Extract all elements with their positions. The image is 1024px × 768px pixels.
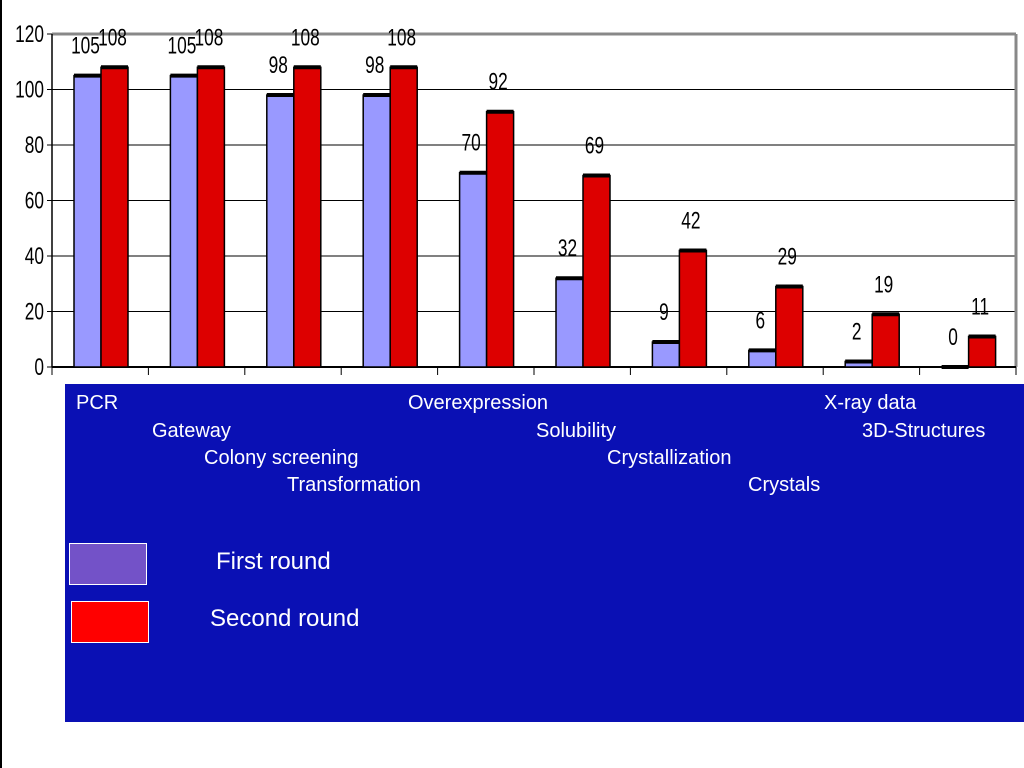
data-label-second-round-2: 108 [291, 25, 320, 51]
bar-second-round-2 [293, 66, 322, 368]
category-legend-panel: PCR Gateway Colony screening Transformat… [65, 384, 1024, 722]
data-label-first-round-5: 32 [558, 236, 577, 262]
y-tick-label-100: 100 [15, 77, 44, 103]
bar-second-round-4 [485, 110, 515, 368]
category-label-overexpression: Overexpression [408, 392, 549, 414]
category-label-pcr: PCR [76, 392, 119, 414]
data-label-second-round-9: 11 [971, 294, 989, 320]
category-label-gateway: Gateway [152, 420, 231, 442]
data-label-first-round-9: 0 [948, 324, 958, 350]
y-tick-label-20: 20 [25, 299, 44, 325]
data-label-second-round-1: 108 [194, 25, 223, 51]
legend-swatch-first-round [69, 543, 147, 585]
category-label-xray-data: X-ray data [824, 392, 917, 414]
data-label-second-round-3: 108 [387, 25, 416, 51]
y-tick-label-40: 40 [25, 243, 44, 269]
bar-first-round-5 [555, 277, 584, 368]
y-tick-label-60: 60 [25, 188, 44, 214]
category-label-transformation: Transformation [287, 474, 421, 496]
data-label-second-round-6: 42 [681, 208, 700, 234]
bar-first-round-3 [362, 94, 391, 368]
bar-second-round-7 [775, 285, 804, 368]
data-label-second-round-7: 29 [778, 244, 797, 270]
bar-second-round-1 [196, 66, 226, 368]
data-label-first-round-0: 105 [71, 33, 100, 59]
bar-second-round-6 [678, 249, 708, 368]
data-label-second-round-8: 19 [874, 272, 893, 298]
data-label-second-round-4: 92 [488, 69, 507, 95]
data-label-first-round-3: 98 [365, 52, 384, 78]
bar-first-round-2 [266, 94, 295, 368]
legend-label-first-round: First round [216, 548, 331, 575]
bar-first-round-4 [458, 172, 488, 368]
bar-first-round-1 [169, 74, 199, 368]
y-tick-label-120: 120 [15, 21, 44, 47]
legend-label-second-round: Second round [210, 605, 360, 632]
data-label-first-round-2: 98 [269, 52, 288, 78]
y-tick-label-0: 0 [34, 354, 44, 380]
category-label-3d-structures: 3D-Structures [862, 420, 986, 442]
bar-first-round-0 [73, 74, 102, 368]
y-tick-label-80: 80 [25, 132, 44, 158]
data-label-first-round-1: 105 [167, 33, 196, 59]
data-label-first-round-4: 70 [461, 130, 480, 156]
category-label-colony-screening: Colony screening [204, 447, 359, 469]
bar-second-round-0 [100, 66, 129, 368]
bar-second-round-9 [967, 335, 997, 368]
data-label-first-round-6: 9 [659, 299, 669, 325]
data-label-first-round-8: 2 [852, 319, 862, 345]
data-label-second-round-0: 108 [98, 25, 127, 51]
bars [73, 65, 997, 369]
legend-swatch-second-round [71, 601, 149, 643]
bar-second-round-8 [871, 313, 900, 368]
data-label-first-round-7: 6 [755, 308, 765, 334]
data-label-second-round-5: 69 [585, 133, 604, 159]
page-edge-line [0, 0, 2, 768]
bar-first-round-6 [651, 341, 681, 368]
bar-first-round-7 [748, 349, 777, 368]
category-label-crystals: Crystals [748, 474, 821, 496]
bar-second-round-5 [582, 174, 611, 368]
bar-second-round-3 [389, 66, 418, 368]
category-label-crystallization: Crystallization [607, 447, 732, 469]
data-labels: 105 105 98 98 70 32 9 6 2 0 108 108 108 108 92 69 42 29 19… [71, 25, 989, 351]
category-label-solubility: Solubility [536, 420, 617, 442]
